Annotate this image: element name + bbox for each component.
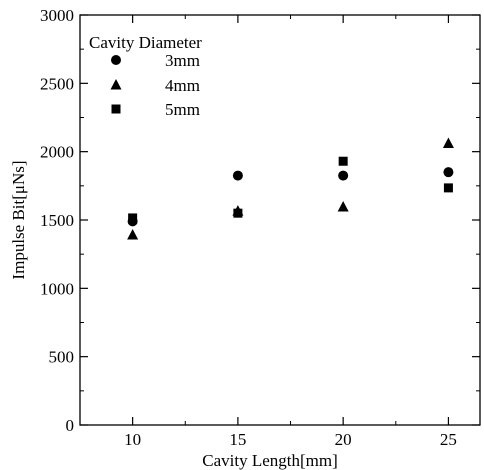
legend-label-4mm: 4mm xyxy=(165,76,200,95)
x-tick-label: 15 xyxy=(229,430,246,449)
ticks-layer: 0 500 1000 1500 2000 2500 3000 10 15 20 25 xyxy=(40,6,480,449)
point-3mm-25 xyxy=(443,167,454,178)
y-tick-label: 2500 xyxy=(40,74,74,93)
point-3mm-20 xyxy=(338,170,349,181)
y-tick-label: 3000 xyxy=(40,6,74,25)
labels-layer: Cavity Length[mm] Impulse Bit[μNs] xyxy=(9,160,338,470)
plot-frame xyxy=(79,14,481,426)
legend-label-3mm: 3mm xyxy=(165,51,200,70)
y-tick-label: 1000 xyxy=(40,279,74,298)
axes-layer xyxy=(79,14,481,426)
point-4mm-20 xyxy=(337,201,349,212)
y-axis-label: Impulse Bit[μNs] xyxy=(9,160,28,279)
y-tick-label: 1500 xyxy=(40,211,74,230)
legend-marker-5mm xyxy=(111,104,121,114)
y-tick-label: 2000 xyxy=(40,143,74,162)
x-tick-label: 25 xyxy=(440,430,457,449)
point-3mm-15 xyxy=(232,170,243,181)
legend-label-5mm: 5mm xyxy=(165,100,200,119)
point-4mm-25 xyxy=(442,137,454,148)
point-5mm-20 xyxy=(338,156,348,166)
x-tick-label: 10 xyxy=(124,430,141,449)
legend: Cavity Diameter 3mm 4mm 5mm xyxy=(89,33,202,119)
x-tick-label: 20 xyxy=(335,430,352,449)
point-5mm-15 xyxy=(233,208,243,218)
point-4mm-10 xyxy=(127,229,139,240)
y-tick-label: 500 xyxy=(49,348,75,367)
point-5mm-25 xyxy=(443,183,453,193)
legend-title: Cavity Diameter xyxy=(89,33,202,52)
legend-marker-3mm xyxy=(111,55,121,65)
y-tick-label: 0 xyxy=(66,416,75,435)
x-axis-label: Cavity Length[mm] xyxy=(202,451,338,470)
markers-layer xyxy=(127,137,454,240)
point-5mm-10 xyxy=(128,213,138,223)
legend-marker-4mm xyxy=(110,79,122,90)
